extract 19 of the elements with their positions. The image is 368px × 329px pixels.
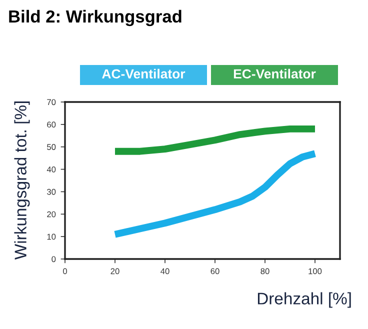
y-tick-label: 50 (47, 144, 56, 150)
x-tick-label: 0 (63, 268, 67, 274)
x-axis-title: Drehzahl [%] (258, 292, 351, 308)
x-tick-label: 80 (260, 268, 270, 274)
y-tick-label: 20 (47, 211, 56, 218)
y-tick-label: 60 (47, 122, 56, 128)
y-tick-label: 40 (46, 166, 56, 172)
y-tick-label: 10 (47, 234, 56, 240)
chart-title: Bild 2: Wirkungsgrad (9, 10, 182, 26)
x-tick-label: 100 (308, 268, 322, 274)
x-tick-label: 60 (210, 268, 220, 274)
y-axis-title: Wirkungsgrad tot. [%] (14, 102, 30, 260)
y-tick-label: 0 (52, 256, 56, 262)
y-tick-label: 70 (47, 99, 56, 106)
x-tick-label: 40 (160, 268, 170, 274)
x-tick-label: 20 (110, 268, 120, 274)
y-tick-label: 30 (47, 188, 56, 195)
text: EC-Ventilator (234, 68, 316, 79)
text: AC-Ventilator (102, 68, 186, 79)
